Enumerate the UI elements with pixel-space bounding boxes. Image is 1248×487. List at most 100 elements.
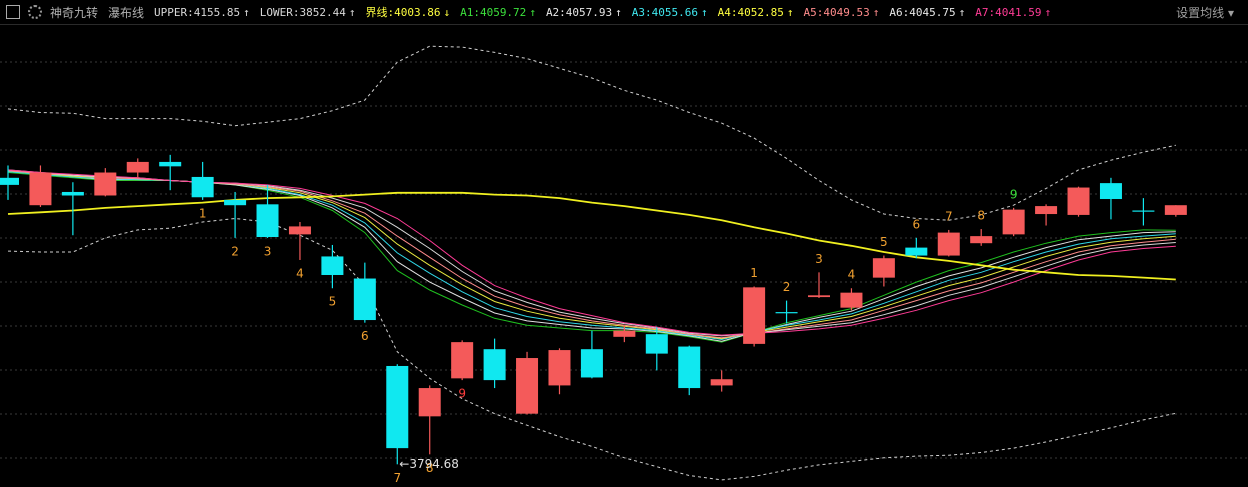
candle-body [1002,209,1025,235]
candle-body [353,278,376,321]
nine-turn-label: 3 [264,244,272,258]
nine-turn-label: 7 [393,471,401,485]
candle-body [483,349,506,381]
band-line [7,45,1176,221]
help-icon[interactable] [6,5,20,19]
candle-body [775,312,798,314]
settings-label: 设置均线 [1176,6,1225,20]
candle-body [1067,187,1090,215]
nine-turn-label: 3 [815,252,823,266]
nine-turn-label: 7 [945,209,953,223]
candle-body [386,365,409,449]
indicator-text: 界线:4003.86 [365,6,441,19]
indicator-value: A6:4045.75 ↑ [889,6,965,19]
trend-arrow: ↑ [872,5,880,19]
candle-body [808,295,830,298]
trend-arrow: ↑ [958,5,966,19]
average-line [7,169,1176,337]
indicator-value: 界线:4003.86 ↓ [365,4,450,20]
indicator-text: UPPER:4155.85 [154,5,241,19]
candle-body [61,191,84,196]
indicator-text: A1:4059.72 [460,5,527,19]
trend-arrow: ↑ [1044,5,1052,19]
nine-turn-label: 6 [912,217,920,231]
nine-turn-label: 2 [783,280,791,294]
settings-icon[interactable] [28,5,42,19]
candle-body [613,330,636,337]
candle-body [905,247,928,256]
nine-turn-label: 1 [750,266,758,280]
average-line [7,191,1176,281]
candle-body [580,349,603,378]
nine-turn-label: 9 [1010,187,1018,201]
low-marker: ←3794.68 [399,457,459,471]
indicator-text: A4:4052.85 [717,5,784,19]
candle-body [29,172,52,206]
nine-turn-label: 5 [880,235,888,249]
nine-turn-label: 5 [329,295,337,309]
indicator-text: A5:4049.53 [803,5,870,19]
candle-body [548,350,571,386]
candle-body [840,292,863,308]
candle-body [1099,183,1122,200]
trend-arrow: ↑ [615,5,622,19]
candle-body [710,379,733,386]
average-line [7,169,1176,336]
candle-body [321,256,344,275]
indicator-text: A3:4055.66 [631,5,699,19]
trend-arrow: ↑ [529,5,536,19]
indicator-value: UPPER:4155.85 ↑ [154,6,250,19]
candle-body [1132,210,1155,212]
candle-body [970,236,993,244]
trend-arrow: ↓ [443,6,451,19]
candle-body [94,172,117,196]
nine-turn-label: 9 [458,387,466,401]
candle-body [191,176,214,198]
indicator-text: LOWER:3852.44 [259,5,346,19]
candle-body [288,226,311,235]
candle-body [256,204,279,238]
candle-body [1035,206,1058,215]
band-line [7,217,1176,481]
settings-button[interactable]: 设置均线 ▾ [1176,6,1234,20]
indicator-value: A2:4057.93 ↑ [546,6,622,19]
trend-arrow: ↑ [243,5,250,19]
candle-body [516,358,539,414]
indicator-value: A7:4041.59 ↑ [975,6,1051,19]
average-line [7,172,1176,343]
candle-body [126,161,149,173]
indicator-text: A7:4041.59 [975,5,1042,19]
trend-arrow: ↑ [701,5,708,19]
indicator-text: A2:4057.93 [545,5,613,19]
trend-arrow: ↑ [348,5,356,19]
indicator-name: 瀑布线 [108,5,145,20]
candle-body [743,287,766,344]
candle-body [451,342,474,379]
nine-turn-label: 8 [426,461,434,475]
candle-body [872,258,895,278]
candle-body [678,346,701,389]
indicator-value: LOWER:3852.44 ↑ [260,6,356,19]
indicator-value: A4:4052.85 ↑ [718,6,794,19]
nine-turn-label: 4 [848,268,856,282]
candle-body [937,232,960,256]
indicator-bar: 神奇九转 瀑布线 UPPER:4155.85 ↑ LOWER:3852.44 ↑ 界线:… [0,0,1248,24]
background-grid [0,61,1248,459]
indicator-value: A1:4059.72 ↑ [460,6,536,19]
average-line [7,170,1176,339]
nine-turn-label: 4 [296,266,304,280]
candle-body [0,177,19,185]
indicator-name: 神奇九转 [50,5,99,20]
nine-turn-label: 1 [199,206,207,220]
candle-body [1164,205,1187,215]
candle-body [645,334,668,354]
nine-turn-label: 2 [231,244,239,258]
candle-body [418,388,441,417]
candle-body [224,199,247,206]
candle-body [159,161,182,167]
nine-turn-label: 8 [977,209,985,223]
trend-arrow: ↑ [786,5,794,19]
indicator-value: A5:4049.53 ↑ [804,6,880,19]
average-line [7,170,1176,340]
